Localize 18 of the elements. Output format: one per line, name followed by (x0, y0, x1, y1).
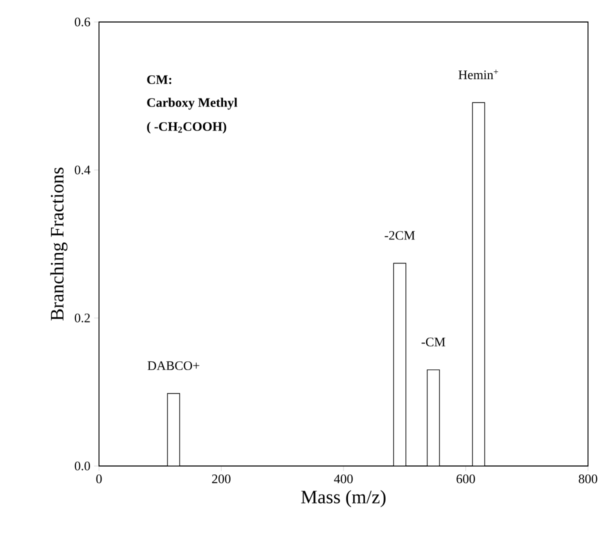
annotation: -CM (422, 338, 446, 346)
y-axis-title: Branching Fractions (50, 168, 68, 320)
x-tick-label: 200 (212, 474, 230, 484)
y-tick-label: 0.2 (74, 314, 90, 322)
y-tick-label: 0.4 (74, 166, 90, 174)
annotation: DABCO+ (148, 361, 200, 370)
text: ( -CH$_{2}$COOH) (147, 122, 226, 134)
y-tick-label: 0.6 (74, 18, 90, 26)
annotation: Carboxy Methyl (147, 98, 238, 110)
y-tick-label: 0.0 (74, 462, 90, 470)
x-tick-label: 0 (96, 474, 102, 484)
annotation: Hemin$^{+}$ (458, 70, 498, 80)
x-axis-title: Mass (m/z) (301, 490, 386, 508)
x-tick-label: 400 (334, 474, 353, 484)
annotation: -2CM (384, 231, 415, 240)
x-tick-label: 600 (456, 474, 475, 484)
x-tick-label: 800 (578, 474, 598, 484)
annotation: CM: (147, 75, 172, 84)
